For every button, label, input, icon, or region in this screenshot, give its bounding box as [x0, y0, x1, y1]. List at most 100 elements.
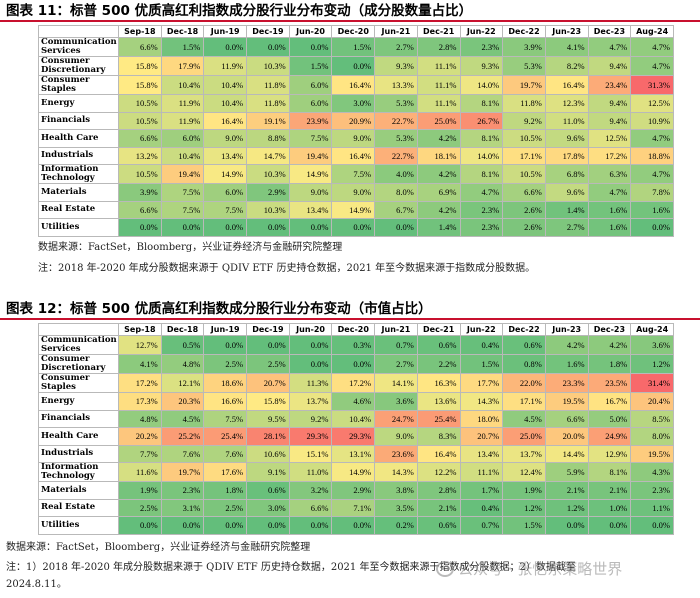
heatmap-cell: 7.5% — [160, 200, 205, 219]
heatmap-cell: 9.2% — [502, 111, 546, 130]
heatmap-cell: 7.5% — [203, 409, 248, 428]
heatmap-cell: 10.5% — [502, 164, 546, 184]
column-header-dec-22: Dec-22 — [502, 323, 546, 336]
heatmap-cell: 1.6% — [587, 200, 632, 219]
column-header-jun-22: Jun-22 — [459, 323, 504, 336]
heatmap-cell: 2.6% — [502, 200, 546, 219]
heatmap-cell: 1.6% — [544, 354, 589, 374]
heatmap-cell: 22.7% — [374, 111, 418, 130]
heatmap-cell: 11.6% — [118, 462, 162, 482]
column-header-jun-20: Jun-20 — [288, 323, 333, 336]
heatmap-cell: 14.9% — [288, 164, 333, 184]
heatmap-cell: 4.7% — [459, 183, 504, 202]
column-header-jun-20: Jun-20 — [288, 25, 333, 38]
heatmap-cell: 10.3% — [246, 56, 290, 76]
heatmap-cell: 19.4% — [160, 164, 205, 184]
heatmap-cell: 9.3% — [374, 56, 418, 76]
heatmap-cell: 10.3% — [246, 200, 290, 219]
heatmap-cell: 6.6% — [118, 129, 162, 148]
heatmap-cell: 13.4% — [203, 146, 248, 165]
heatmap-cell: 0.0% — [630, 516, 674, 535]
column-header-jun-21: Jun-21 — [374, 25, 418, 38]
column-header-aug-24: Aug-24 — [630, 323, 674, 336]
column-header-jun-19: Jun-19 — [203, 25, 248, 38]
row-label: Utilities — [38, 516, 119, 535]
heatmap-cell: 10.4% — [160, 75, 205, 95]
heatmap-cell: 2.2% — [416, 354, 461, 374]
heatmap-cell: 19.1% — [246, 111, 290, 130]
row-label: Financials — [38, 111, 119, 130]
row-label: Real Estate — [38, 200, 119, 219]
table-row-materials: Materials 1.9% 2.3% 1.8% 0.6% 3.2% 2.9% 3.8% 2.8… — [38, 481, 674, 500]
heatmap-cell: 3.8% — [374, 481, 418, 500]
row-label: Utilities — [38, 218, 119, 237]
heatmap-cell: 12.5% — [630, 94, 674, 113]
figure-11-source: 数据来源：FactSet，Bloomberg，兴业证券经济与金融研究院整理 — [38, 242, 343, 253]
heatmap-cell: 4.8% — [118, 409, 162, 428]
heatmap-cell: 0.4% — [459, 498, 504, 517]
heatmap-cell: 4.7% — [630, 164, 674, 184]
heatmap-cell: 14.9% — [331, 462, 376, 482]
heatmap-cell: 0.0% — [331, 56, 376, 76]
heatmap-cell: 4.6% — [331, 392, 376, 411]
heatmap-cell: 1.4% — [544, 200, 589, 219]
heatmap-header: Sep-18 Dec-18 Jun-19 Dec-19 Jun-20 Dec-20 Jun-… — [38, 25, 674, 38]
column-header-dec-23: Dec-23 — [587, 25, 632, 38]
heatmap-cell: 2.9% — [331, 481, 376, 500]
heatmap-cell: 15.8% — [246, 392, 290, 411]
heatmap-cell: 19.4% — [288, 146, 333, 165]
row-label: Real Estate — [38, 498, 119, 517]
table-row-energy: Energy 17.3% 20.3% 16.6% 15.8% 13.7% 4.6% 3.6% 1… — [38, 392, 674, 411]
row-label: Consumer Staples — [38, 373, 119, 393]
heatmap-cell: 8.0% — [374, 183, 418, 202]
heatmap-cell: 1.0% — [587, 498, 632, 517]
heatmap-cell: 29.3% — [331, 427, 376, 446]
heatmap-cell: 16.7% — [587, 392, 632, 411]
row-label: Materials — [38, 481, 119, 500]
heatmap-cell: 2.8% — [416, 37, 461, 57]
heatmap-cell: 0.4% — [459, 335, 504, 355]
heatmap-cell: 9.6% — [544, 183, 589, 202]
heatmap-cell: 0.0% — [288, 354, 333, 374]
heatmap-cell: 15.8% — [118, 56, 162, 76]
heatmap-cell: 0.0% — [246, 218, 290, 237]
heatmap-cell: 7.6% — [203, 444, 248, 463]
heatmap-cell: 1.9% — [502, 481, 546, 500]
heatmap-cell: 1.5% — [459, 354, 504, 374]
heatmap-cell: 2.1% — [587, 481, 632, 500]
heatmap-cell: 1.1% — [630, 498, 674, 517]
heatmap-cell: 0.0% — [118, 516, 162, 535]
heatmap-cell: 0.0% — [160, 516, 205, 535]
figure-11-remark: 注：2018 年-2020 年成分股数据来源于 QDIV ETF 历史持仓数据，… — [38, 263, 536, 274]
heatmap-cell: 1.4% — [416, 218, 461, 237]
heatmap-cell: 17.7% — [459, 373, 504, 393]
heatmap-cell: 12.4% — [502, 462, 546, 482]
heatmap-cell: 13.1% — [331, 444, 376, 463]
heatmap-cell: 9.0% — [203, 129, 248, 148]
heatmap-cell: 1.6% — [587, 218, 632, 237]
heatmap-cell: 1.5% — [502, 516, 546, 535]
heatmap-cell: 26.7% — [459, 111, 504, 130]
table-row-utilities: Utilities 0.0% 0.0% 0.0% 0.0% 0.0% 0.0% 0.0% 1.4… — [38, 218, 674, 237]
table-row-consumer-staples: Consumer Staples 15.8% 10.4% 10.4% 11.8% 6.0%… — [38, 75, 674, 95]
heatmap-cell: 10.5% — [118, 164, 162, 184]
heatmap-cell: 14.4% — [544, 444, 589, 463]
heatmap-cell: 11.1% — [416, 75, 461, 95]
heatmap-cell: 3.2% — [288, 481, 333, 500]
heatmap-cell: 2.7% — [374, 354, 418, 374]
heatmap-cell: 6.6% — [544, 409, 589, 428]
heatmap-cell: 6.6% — [502, 183, 546, 202]
heatmap-cell: 6.9% — [416, 183, 461, 202]
heatmap-cell: 2.3% — [160, 481, 205, 500]
heatmap-cell: 9.0% — [331, 129, 376, 148]
heatmap-cell: 11.9% — [160, 111, 205, 130]
heatmap-cell: 9.5% — [246, 409, 290, 428]
table-row-industrials: Industrials 13.2% 10.4% 13.4% 14.7% 19.4% 16.4… — [38, 146, 674, 165]
table-row-industrials: Industrials 7.7% 7.6% 7.6% 10.6% 15.1% 13.1% 23… — [38, 444, 674, 463]
heatmap-cell: 15.1% — [288, 444, 333, 463]
heatmap-cell: 6.3% — [587, 164, 632, 184]
heatmap-cell: 0.5% — [160, 335, 205, 355]
heatmap-cell: 4.7% — [587, 183, 632, 202]
heatmap-cell: 3.6% — [374, 392, 418, 411]
heatmap-cell: 22.0% — [502, 373, 546, 393]
